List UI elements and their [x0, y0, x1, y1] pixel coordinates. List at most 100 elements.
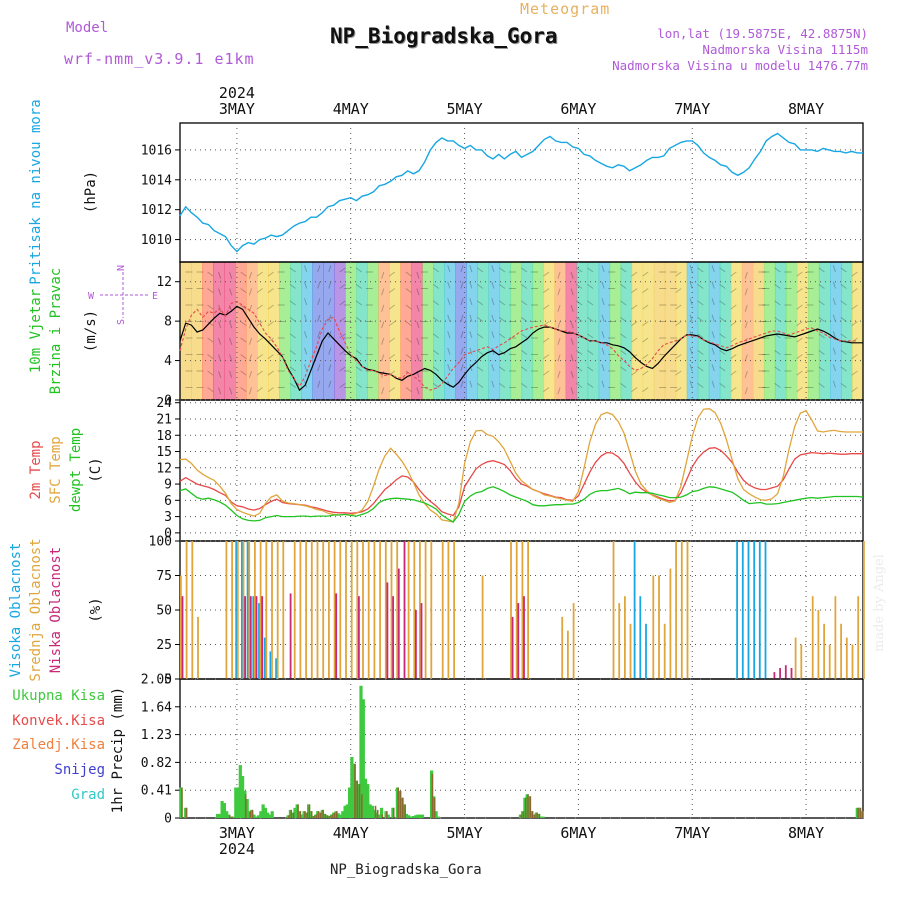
wind-arrow	[256, 354, 263, 360]
cloud-bar	[747, 541, 750, 679]
wind-arrow	[832, 364, 836, 372]
cloud-bar	[392, 596, 394, 679]
wind-arrow	[570, 271, 574, 279]
precip-bar	[416, 814, 420, 818]
wind-arrow	[248, 271, 253, 279]
cloud-bar	[231, 541, 233, 679]
wind-arrow	[207, 288, 214, 294]
wind-arrow	[796, 288, 803, 294]
cloud-high-label: Visoka Oblacnost	[8, 543, 24, 678]
precip-bar	[261, 804, 265, 818]
wind-arrow	[675, 271, 682, 277]
precip-bar	[530, 811, 534, 818]
wind-arrow	[521, 349, 528, 355]
wind-arrow	[543, 387, 550, 393]
wind-arrow	[689, 265, 693, 273]
wind-arrow	[642, 271, 649, 277]
wind-arrow	[240, 354, 247, 360]
wind-arrow	[620, 333, 627, 339]
wind-arrow	[256, 370, 263, 376]
wind-arrow	[381, 337, 385, 345]
wind-arrow	[289, 316, 296, 322]
wind-arrow	[477, 267, 484, 273]
wind-arrow	[818, 316, 825, 322]
wind-arrow	[697, 300, 704, 306]
wind-arrow	[818, 333, 825, 339]
wind-arrow	[499, 267, 506, 273]
wind-arrow	[248, 354, 253, 362]
wind-arrow	[521, 300, 528, 306]
wind-arrow	[601, 281, 605, 289]
wind-arrow	[576, 382, 583, 388]
precip-bar	[381, 814, 384, 818]
wind-arrow	[289, 333, 296, 339]
wind-arrow	[851, 387, 858, 393]
wind-arrow	[587, 382, 594, 388]
model-elevation: Nadmorska Visina u modelu 1476.77m	[612, 58, 868, 73]
bottom-day-label: 7MAY	[674, 824, 710, 842]
wind-arrow	[601, 380, 605, 388]
wind-arrow	[304, 314, 308, 322]
cloud-bar	[254, 541, 256, 679]
precip-bar	[336, 813, 340, 818]
wind-arrow	[304, 364, 308, 372]
wind-arrow	[328, 298, 332, 306]
wind-band-segment	[719, 262, 732, 400]
wind-arrow	[267, 387, 274, 393]
wind-band-segment	[730, 262, 743, 400]
wind-arrow	[381, 304, 385, 312]
precip-axis-tick-label: 0	[164, 812, 172, 827]
wind-arrow	[267, 370, 274, 376]
wind-arrow	[477, 333, 484, 339]
cloud-bar	[289, 593, 292, 679]
wind-arrow	[447, 380, 451, 388]
cloud-series-1	[180, 541, 865, 679]
cloud-bar	[299, 541, 302, 679]
wind-arrow	[477, 300, 484, 306]
wind-arrow	[620, 267, 627, 273]
precip-bar	[317, 811, 320, 818]
wind-arrow	[774, 283, 781, 289]
wind-arrow	[570, 321, 574, 329]
wind-arrow	[248, 370, 253, 378]
precip-bar	[411, 816, 415, 818]
precip-bar	[336, 811, 338, 818]
precip-legend-item: Zaledj.Kisa	[12, 737, 105, 753]
cloud-bar	[249, 596, 252, 679]
wind-arrow	[304, 331, 308, 339]
wind-arrow	[460, 314, 464, 322]
wind-arrow	[557, 288, 561, 296]
wind-arrow	[267, 271, 274, 277]
wind-arrow	[477, 366, 484, 372]
cloud-bar	[840, 623, 842, 679]
wind-arrow	[355, 366, 363, 372]
wind-arrow	[818, 283, 825, 289]
wind-arrow	[711, 281, 715, 289]
wind-arrow	[381, 288, 385, 296]
wind-arrow	[543, 321, 550, 327]
wind-arrow	[521, 283, 528, 289]
wind-band-segment	[631, 262, 644, 400]
wind-axis-tick-label: 8	[164, 315, 172, 330]
wind-band-segment	[235, 262, 247, 400]
cloud-bar	[764, 541, 767, 679]
temp-series-line-2	[179, 486, 864, 523]
wind-arrow	[840, 333, 847, 339]
precip-bar	[216, 813, 220, 818]
compass-south: S	[116, 319, 127, 325]
wind-arrow	[675, 288, 682, 294]
precip-bar	[322, 809, 324, 818]
wind-arrow	[355, 382, 363, 388]
wind-arrow	[543, 337, 550, 343]
precip-bar	[308, 804, 311, 818]
precip-legend-item: Snijeg	[54, 762, 105, 778]
precip-bar	[218, 813, 222, 818]
wind-arrow	[477, 349, 484, 355]
wind-arrow	[218, 387, 222, 395]
bottom-day-label: 4MAY	[333, 824, 369, 842]
precip-bar	[525, 794, 529, 818]
wind-arrow	[447, 314, 451, 322]
cloud-bar	[521, 541, 524, 679]
wind-band-segment	[741, 262, 754, 400]
wind-arrow	[416, 271, 420, 279]
